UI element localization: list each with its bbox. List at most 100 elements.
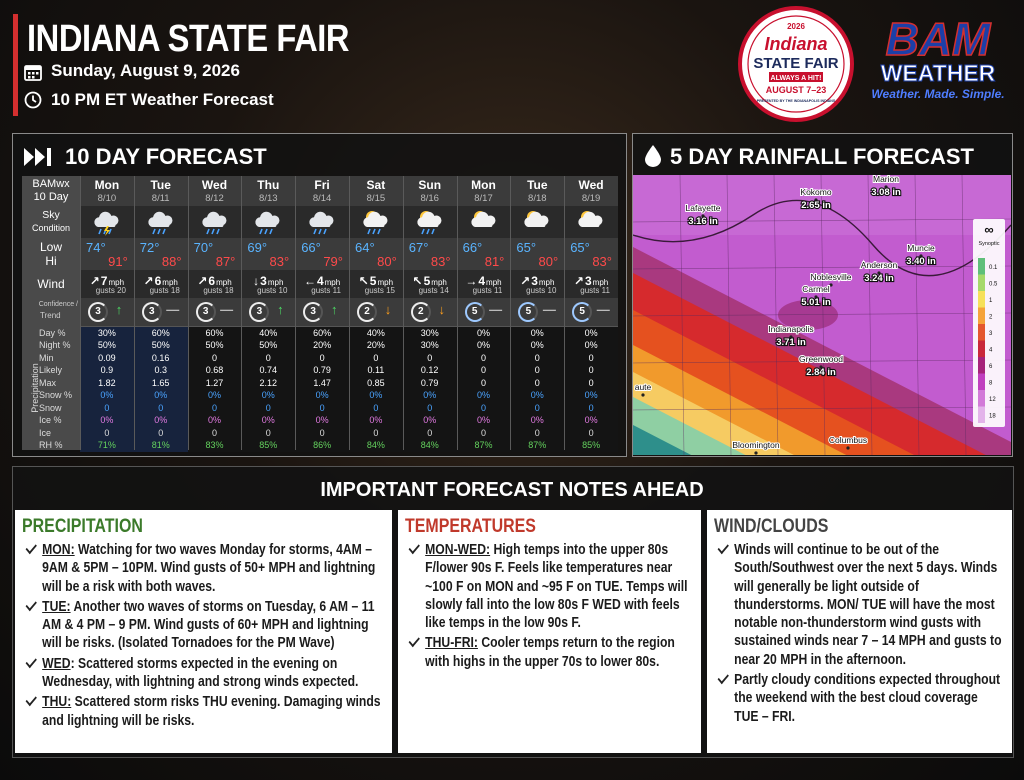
precip-value: 0% xyxy=(423,415,437,426)
rain-band xyxy=(633,372,1011,455)
precip-value: 0 xyxy=(480,352,486,363)
cloud xyxy=(94,211,119,227)
brand-subtitle: WEATHER xyxy=(881,60,996,86)
logo-dates: AUGUST 7–23 xyxy=(766,85,827,95)
wind-speed: 7 xyxy=(100,274,108,288)
confidence: 5 xyxy=(572,302,593,322)
legend-tick: 4 xyxy=(989,348,993,354)
city-dot xyxy=(846,446,850,450)
rain-drop xyxy=(161,228,166,235)
precip-value: 1.27 xyxy=(205,377,224,388)
rain-drop xyxy=(367,228,371,235)
hi-temp: 83° xyxy=(430,254,451,269)
precip-value: 0 xyxy=(427,352,433,363)
logo-sponsor: PRESENTED BY THE INDIANAPOLIS INDIANS xyxy=(757,99,836,103)
checkmark xyxy=(25,540,37,555)
precip-value: 0 xyxy=(319,352,325,363)
city-amount: 3.16 in xyxy=(688,216,718,227)
cloud xyxy=(148,211,173,227)
wind-direction: ↓ xyxy=(253,274,260,288)
precip-value: 0 xyxy=(211,352,217,363)
precip-value: 0% xyxy=(207,415,221,426)
precip-value: 0.3 xyxy=(154,365,167,376)
note-lead: WED xyxy=(42,655,71,672)
calendar-icon xyxy=(24,65,42,81)
day-name: Sat xyxy=(366,178,386,192)
wind-gusts: gusts 11 xyxy=(580,286,610,295)
low-temp: 67° xyxy=(408,240,429,255)
precip-value: 60% xyxy=(151,328,170,338)
precip-value: 0% xyxy=(369,390,383,401)
precip-value: 0 xyxy=(265,427,271,438)
notes-column: PRECIPITATION MON: Watching for two waves… xyxy=(15,510,392,753)
precip-value: 0 xyxy=(319,402,325,413)
precip-label: Likely xyxy=(39,365,63,376)
wind-speed: 5 xyxy=(423,274,431,288)
trend: ↓ xyxy=(384,302,392,317)
rain-drop xyxy=(372,228,376,235)
cloud xyxy=(363,211,388,227)
trend: — xyxy=(220,302,234,317)
checkmark xyxy=(408,540,420,555)
wind-cell: ↖5mph xyxy=(349,272,403,290)
city-amount: 3.71 in xyxy=(776,337,806,348)
checkmark xyxy=(408,634,420,648)
low-temp: 65° xyxy=(516,240,537,255)
wind-unit: mph xyxy=(108,278,125,287)
legend-swatch xyxy=(978,390,985,407)
precip-value: 50% xyxy=(97,340,116,351)
legend-swatch xyxy=(978,357,985,374)
wind-direction: ↗ xyxy=(573,274,584,288)
sky-icon xyxy=(255,211,280,235)
precip-value: 0% xyxy=(315,390,329,401)
column-divider xyxy=(295,176,297,450)
wind-speed: 3 xyxy=(260,274,267,288)
notes-column: WIND/CLOUDS Winds will continue to be out… xyxy=(707,510,1012,753)
column-divider xyxy=(187,176,189,450)
city-name: Carmel xyxy=(802,284,830,294)
note-text: Partly cloudy conditions expected throug… xyxy=(734,672,1001,725)
legend-swatch xyxy=(978,324,985,341)
wind-cell: ↗6mph xyxy=(134,272,188,290)
low-temp: 69° xyxy=(247,240,268,255)
precip-value: 0 xyxy=(373,402,379,413)
precip-label: Night % xyxy=(39,340,71,351)
wind-unit: mph xyxy=(592,278,609,287)
precip-value: 87% xyxy=(528,440,547,451)
note-text: Winds will continue to be out of the Sou… xyxy=(734,542,1002,668)
row-label: BAMwx xyxy=(32,178,70,190)
precip-value: 0 xyxy=(104,402,110,413)
hi-temp: 83° xyxy=(592,254,612,269)
checkmark xyxy=(717,540,729,555)
precip-value: 0% xyxy=(261,390,275,401)
wind-cell: ↗3mph xyxy=(564,272,618,290)
precip-value: 0.11 xyxy=(367,365,385,376)
page-title: INDIANA STATE FAIR xyxy=(27,18,350,60)
day-name: Tue xyxy=(150,178,171,192)
precip-label: Ice % xyxy=(39,415,62,426)
precip-value: 0.9 xyxy=(100,365,114,376)
precip-label: Snow xyxy=(39,402,62,413)
hi-temp: 80° xyxy=(377,254,397,269)
row-label: Trend xyxy=(40,311,61,320)
city-name: Bloomington xyxy=(732,440,780,450)
precip-value: 0 xyxy=(588,402,594,413)
precip-value: 0 xyxy=(534,377,540,388)
row-label: Low xyxy=(39,240,62,254)
county-line xyxy=(633,312,1011,317)
precip-value: 0% xyxy=(315,415,329,426)
precip-value: 0.12 xyxy=(420,365,439,376)
day-date: 8/16 xyxy=(420,193,439,204)
precip-label: Min xyxy=(39,352,54,363)
cloud xyxy=(578,211,603,227)
low-temp: 74° xyxy=(86,240,106,255)
day-date: 8/12 xyxy=(205,193,224,204)
precip-value: 1.82 xyxy=(98,377,116,388)
wind-cell: ↗3mph xyxy=(510,272,564,290)
city-dot xyxy=(641,393,645,397)
low-temp: 70° xyxy=(193,240,214,255)
precip-label: Day % xyxy=(39,328,66,338)
wind-cell: ↖5mph xyxy=(403,272,457,290)
city-name: Columbus xyxy=(829,435,867,445)
notes-heading: WIND/CLOUDS xyxy=(714,516,829,537)
